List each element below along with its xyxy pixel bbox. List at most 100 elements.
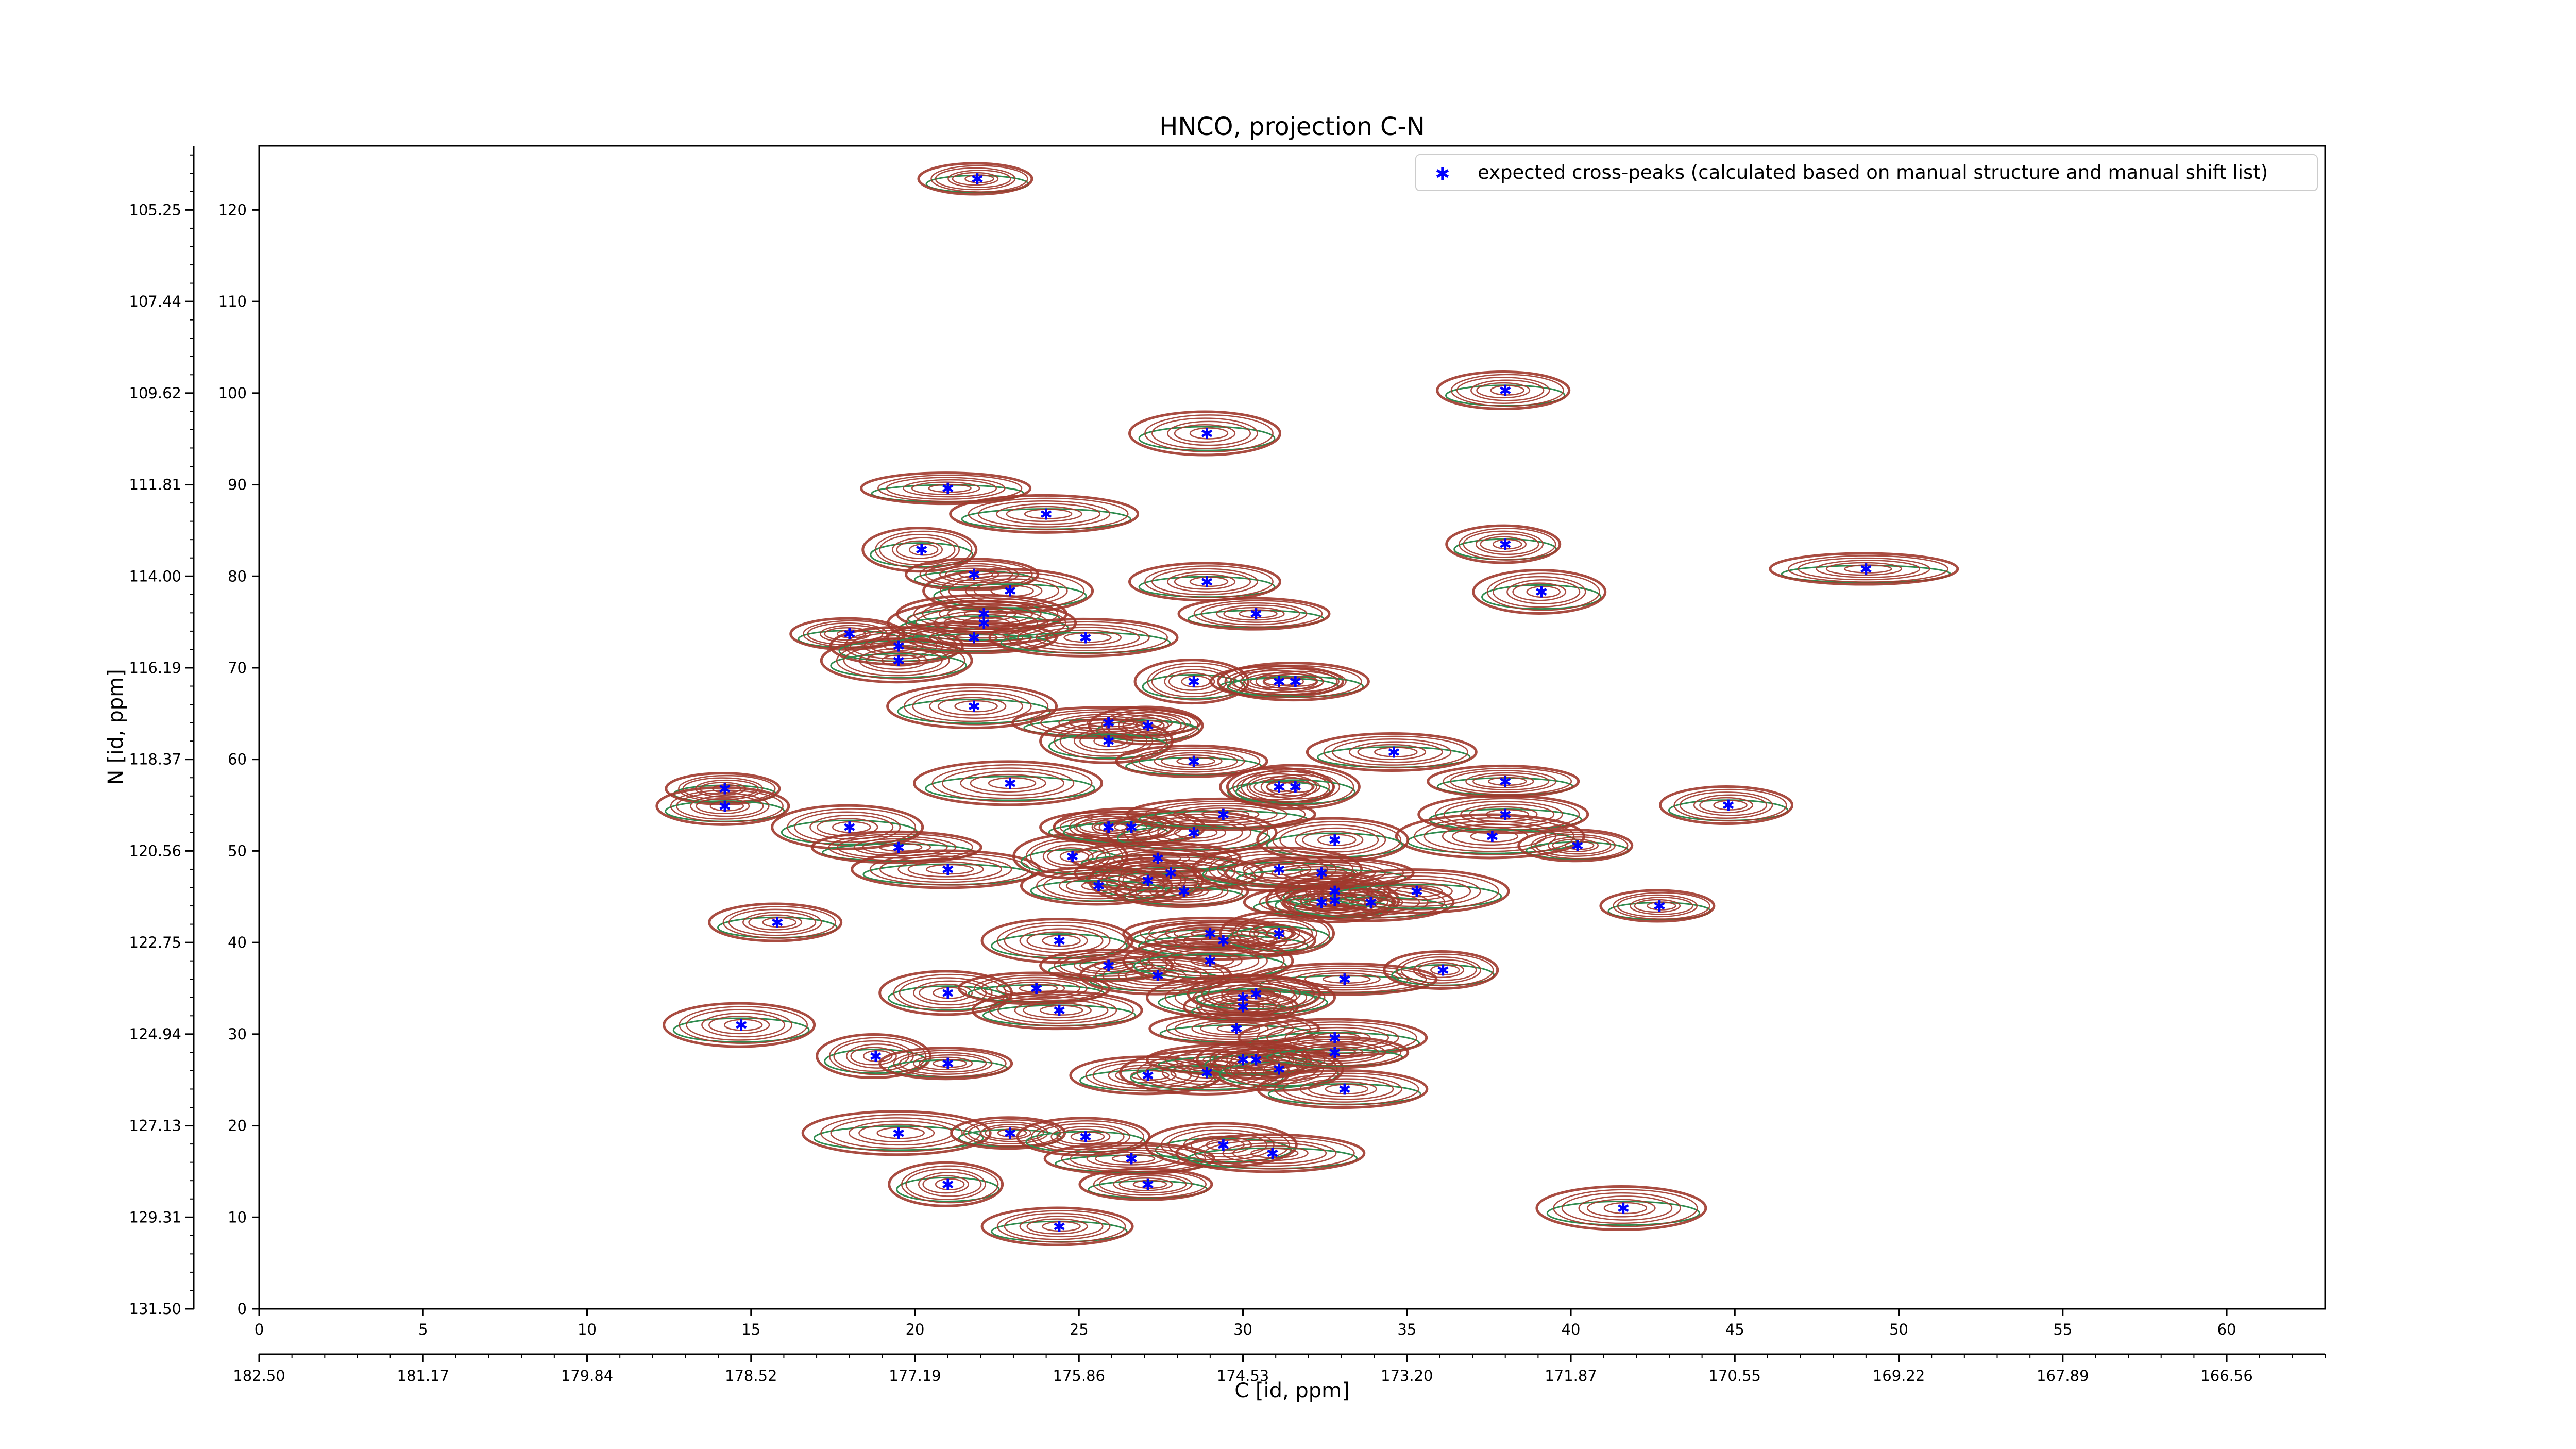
contour-ring (886, 683, 1058, 730)
contour-ring (1338, 872, 1499, 911)
contour-ring (1135, 720, 1165, 731)
contour-ring (820, 637, 973, 684)
cross-peak-marker: ✱ (1266, 1145, 1279, 1163)
cross-peak-marker: ✱ (1436, 962, 1449, 980)
contour-ring (937, 697, 1007, 716)
contour-ring (1003, 981, 1065, 996)
contour-ring (1548, 836, 1612, 855)
contour-ring (1226, 764, 1361, 810)
cross-peak-marker: ✱ (1499, 773, 1512, 791)
contour-ring (1058, 874, 1143, 897)
contour-ring (1017, 624, 1150, 651)
cross-peak-marker: ✱ (1486, 828, 1499, 846)
contour-ring (1246, 771, 1341, 803)
cross-peak-marker: ✱ (1249, 1052, 1262, 1070)
x-tick-label: 55 (2053, 1321, 2072, 1338)
contour-ring (981, 976, 1088, 1000)
contour-ring (1042, 934, 1081, 947)
contour-ring (886, 477, 1006, 500)
cross-peak-marker: ✱ (1204, 925, 1216, 943)
contour-ring (1193, 600, 1323, 628)
contour-ring (922, 1175, 969, 1194)
contour-ring (1241, 988, 1276, 999)
contour-ring (1256, 1035, 1410, 1069)
y2-tick-label: 114.00 (129, 567, 181, 585)
contour-ring (1456, 377, 1550, 404)
x-tick-label: 45 (1725, 1321, 1744, 1338)
contour-ring (1486, 572, 1600, 611)
contour-ring (861, 527, 978, 573)
cross-peak-marker: ✱ (977, 615, 990, 633)
cross-peak-marker: ✱ (941, 480, 954, 498)
contour-ring (1019, 928, 1104, 953)
contour-ring (1374, 747, 1418, 757)
contour-ring (1093, 735, 1128, 747)
contour-ring (1472, 774, 1534, 788)
cross-peak-marker: ✱ (1102, 733, 1115, 751)
contour-ring (1266, 1024, 1399, 1052)
contour-ring (1070, 1131, 1105, 1142)
contour-ring (1144, 414, 1274, 452)
contour-ring (1552, 838, 1599, 853)
contour-ring (1232, 770, 1330, 803)
contour-ring (679, 1006, 808, 1044)
contour-ring (1266, 777, 1320, 797)
y-tick-label: 30 (228, 1025, 247, 1043)
contour-ring (1443, 767, 1572, 796)
contour-ring (1201, 977, 1315, 1010)
contour-ring (935, 167, 1016, 191)
contour-ring (1302, 1046, 1364, 1059)
contour-ring (686, 1009, 793, 1041)
contour-ring (929, 694, 1024, 719)
contour-ring (908, 543, 939, 556)
contour-ring (878, 1047, 1013, 1081)
cross-peak-marker: ✱ (1004, 775, 1016, 793)
contour-ring (1081, 880, 1121, 891)
y-tick-label: 0 (238, 1300, 247, 1318)
contour-ring (858, 648, 943, 673)
y-tick-label: 120 (218, 201, 247, 218)
contour-ring (1219, 910, 1335, 956)
contour-ring (1299, 1078, 1394, 1100)
contour-ring (690, 795, 764, 817)
y-tick-label: 20 (228, 1117, 247, 1135)
contour-ring (801, 1110, 992, 1156)
contour-ring (1634, 899, 1681, 913)
contour-ring (1280, 781, 1315, 793)
contour-ring (1693, 794, 1768, 816)
contour-ring (971, 990, 1143, 1031)
y-tick-label: 10 (228, 1208, 247, 1226)
cross-peak-marker: ✱ (1535, 583, 1548, 601)
contour-ring (1204, 1139, 1337, 1167)
contour-ring (1176, 756, 1215, 766)
contour-ring (1673, 788, 1787, 822)
cross-peak-marker: ✱ (1722, 797, 1735, 815)
y2-tick-label: 124.94 (129, 1025, 181, 1043)
contour-ring (1535, 1185, 1707, 1232)
contour-ring (1174, 1017, 1294, 1040)
contour-ring (1274, 1072, 1419, 1106)
contour-ring (933, 987, 967, 999)
y2-tick-label: 116.19 (129, 659, 181, 677)
cross-peak-marker: ✱ (1092, 878, 1105, 896)
cross-peak-marker: ✱ (1141, 1176, 1154, 1194)
contour-ring (1099, 1173, 1193, 1196)
contour-ring (1043, 872, 1150, 900)
cross-peak-marker: ✱ (869, 1048, 882, 1066)
cross-peak-marker: ✱ (1273, 673, 1285, 692)
contour-ring (1816, 560, 1921, 578)
contour-ring (1020, 866, 1173, 906)
contour-negative (1235, 779, 1356, 805)
cross-peak-marker: ✱ (1200, 574, 1213, 592)
cross-peak-marker: ✱ (892, 637, 905, 655)
contour-ring (1599, 889, 1716, 923)
contour-ring (949, 494, 1140, 534)
cross-peak-marker: ✱ (1499, 806, 1512, 824)
contour-ring (1175, 1133, 1366, 1173)
contour-ring (1222, 1142, 1327, 1164)
cross-peak-marker: ✱ (1187, 673, 1200, 692)
contour-ring (1257, 1069, 1429, 1109)
y-tick-label: 100 (218, 384, 247, 402)
contour-ring (1395, 885, 1443, 898)
